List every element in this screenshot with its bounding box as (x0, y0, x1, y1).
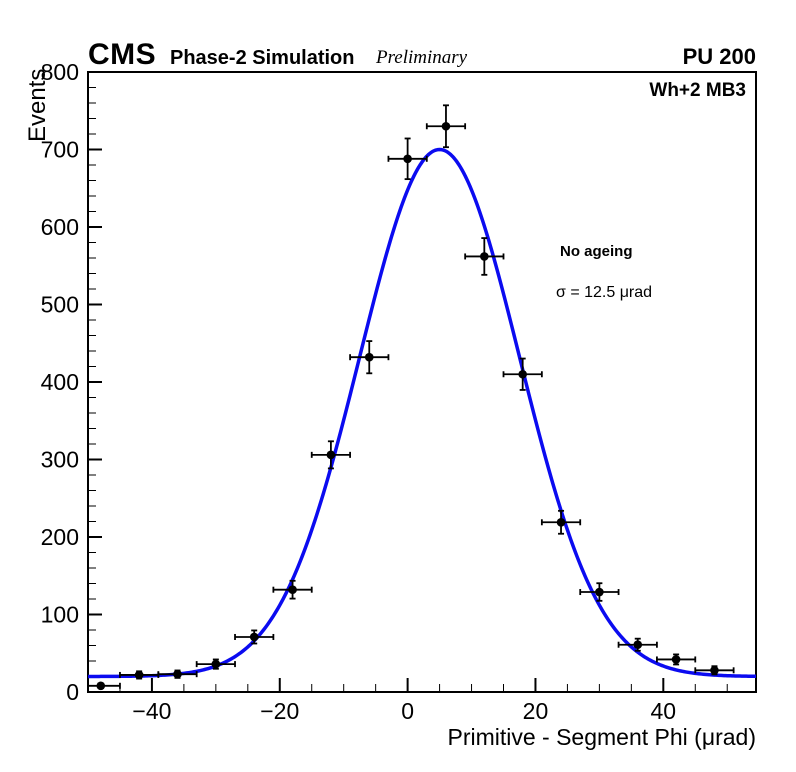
y-tick-label: 200 (41, 524, 79, 550)
pileup-label: PU 200 (682, 44, 756, 69)
data-point-marker (134, 670, 144, 680)
y-tick-label: 800 (41, 59, 79, 85)
preliminary-label: Preliminary (376, 47, 468, 68)
data-point-marker (211, 659, 221, 669)
data-point-marker (288, 585, 297, 594)
data-point-marker (326, 450, 336, 460)
y-tick-label: 400 (41, 369, 79, 395)
data-point-marker (556, 517, 566, 527)
data-point-marker (441, 121, 451, 131)
annotation-no-ageing: No ageing (560, 243, 633, 260)
data-point-marker (403, 154, 412, 164)
cms-logo-text: CMS (88, 38, 157, 71)
data-point-marker (96, 681, 106, 691)
data-point-marker (173, 669, 182, 679)
data-point-marker (710, 666, 719, 675)
y-tick-label: 100 (41, 602, 79, 628)
x-tick-label: 40 (651, 698, 677, 724)
data-point-marker (518, 369, 527, 379)
data-point-marker (633, 640, 643, 650)
y-tick-label: 300 (41, 447, 79, 473)
x-tick-label: −20 (260, 698, 299, 724)
data-point-marker (671, 655, 681, 664)
x-tick-label: 0 (401, 698, 414, 724)
x-tick-label: 20 (523, 698, 549, 724)
x-axis-title: Primitive - Segment Phi (μrad) (447, 724, 756, 750)
y-tick-label: 500 (41, 292, 79, 318)
annotation-sigma: σ = 12.5 μrad (556, 284, 653, 301)
data-points-group (88, 104, 735, 691)
data-point-marker (480, 252, 489, 261)
x-tick-label: −40 (132, 698, 171, 724)
y-axis-title: Events (24, 68, 51, 142)
wheel-station-label: Wh+2 MB3 (649, 80, 746, 101)
y-tick-label: 600 (41, 214, 79, 240)
data-point-marker (364, 352, 374, 362)
y-tick-label: 0 (66, 679, 79, 705)
y-tick-label: 700 (41, 137, 79, 163)
data-point-marker (249, 632, 259, 642)
phase2-simulation-label: Phase-2 Simulation (170, 47, 355, 69)
fit-curve (88, 147, 756, 679)
data-point-marker (595, 587, 604, 597)
